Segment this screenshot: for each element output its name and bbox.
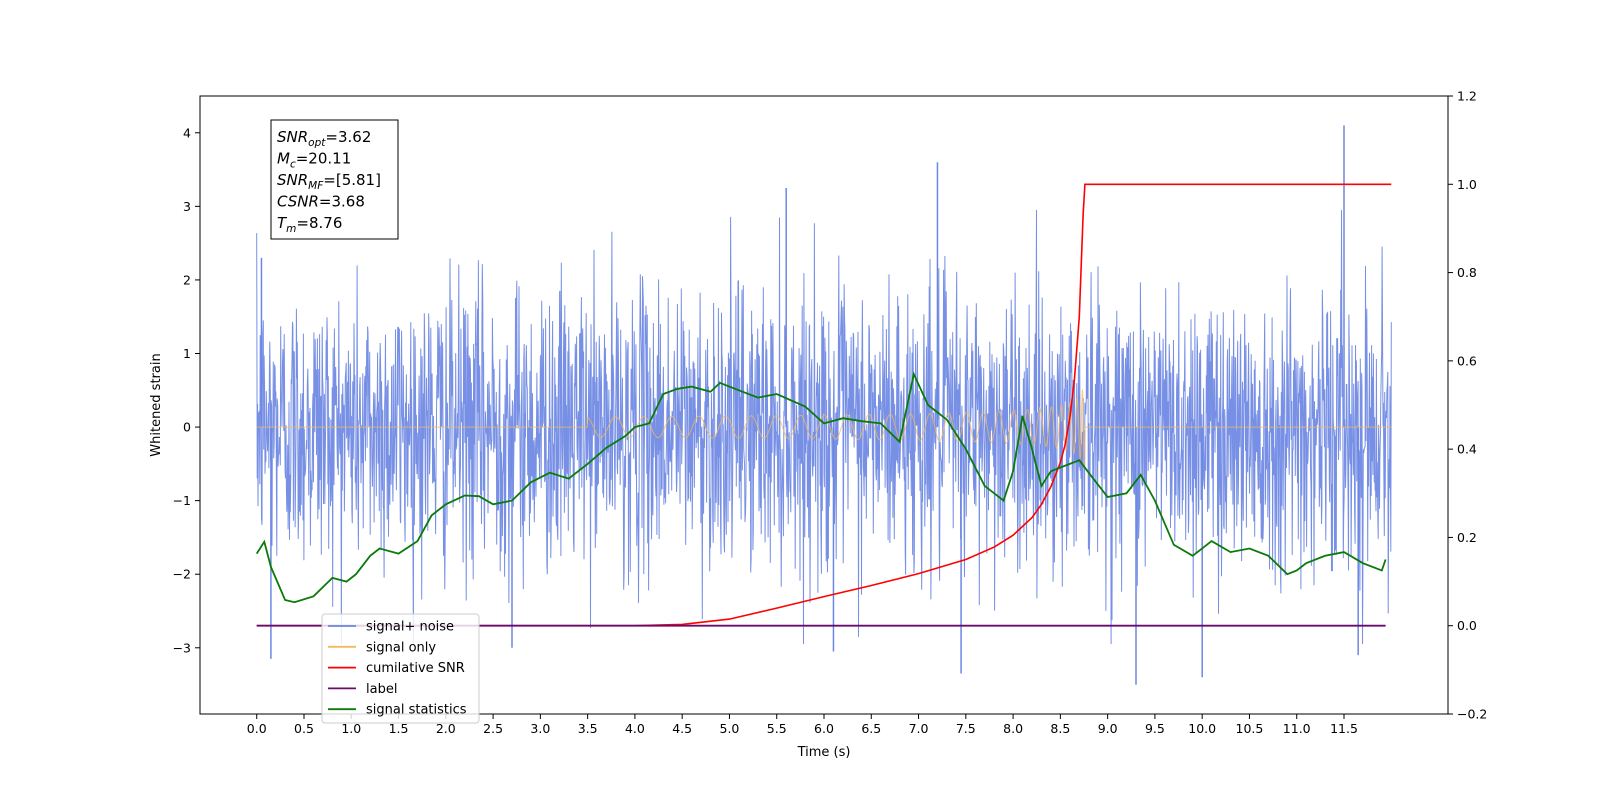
y2-tick-label: 0.8 [1457,265,1477,280]
plot-area [255,125,1392,685]
annotation-line: SNRopt=3.62 [277,128,371,149]
x-tick-label: 10.0 [1188,721,1216,736]
y2-tick-label: 1.0 [1457,177,1477,192]
x-tick-label: 6.0 [814,721,834,736]
y-tick-label: −2 [173,567,191,582]
legend-label: signal+ noise [366,620,454,635]
y2-tick-label: 0.4 [1457,442,1477,457]
x-tick-label: 10.5 [1236,721,1264,736]
x-tick-label: 6.5 [861,721,881,736]
legend-label: signal statistics [366,703,467,718]
x-tick-label: 0.0 [247,721,267,736]
x-tick-label: 2.0 [436,721,456,736]
annotation-line: SNRMF=[5.81] [277,171,381,192]
y2-tick-label: 0.2 [1457,530,1477,545]
x-tick-label: 1.0 [341,721,361,736]
x-tick-label: 0.5 [294,721,314,736]
y-tick-label: −1 [173,493,191,508]
legend: signal+ noise signal only cumilative SNR la… [321,613,480,724]
legend-label: signal only [366,640,436,655]
x-tick-label: 11.0 [1283,721,1311,736]
x-tick-label: 9.5 [1145,721,1165,736]
annotation-line: Mc=20.11 [277,150,351,171]
y-axis-right: −0.2 0.0 0.2 0.4 0.6 0.8 1.0 1.2 [1448,89,1487,722]
legend-label: label [366,682,397,697]
x-tick-label: 8.0 [1003,721,1023,736]
series-cumulative-snr-line [256,183,1392,627]
y-tick-label: 3 [183,199,191,214]
annotation-line: Tm=8.76 [277,214,342,235]
annotation-line: CSNR=3.68 [277,193,365,211]
y-tick-label: 1 [183,346,191,361]
x-tick-label: 3.5 [578,721,598,736]
y-axis-label: Whitened strain [149,353,164,456]
y-tick-label: −3 [173,640,191,655]
series-signal-statistics-line [255,371,1387,604]
x-tick-label: 2.5 [483,721,503,736]
annotation-box: SNRopt=3.62Mc=20.11SNRMF=[5.81]CSNR=3.68… [270,119,399,240]
x-tick-label: 9.0 [1098,721,1118,736]
legend-frame [321,613,480,724]
y-tick-label: 0 [183,420,191,435]
y2-tick-label: 0.0 [1457,618,1477,633]
x-tick-label: 11.5 [1330,721,1358,736]
y-tick-label: 2 [183,272,191,287]
series-signal-only-line [256,389,1392,468]
x-tick-label: 8.5 [1050,721,1070,736]
y-tick-label: 4 [183,125,191,140]
x-tick-label: 7.0 [909,721,929,736]
x-tick-label: 3.0 [530,721,550,736]
x-tick-label: 1.5 [389,721,409,736]
x-tick-label: 7.5 [956,721,976,736]
y2-tick-label: −0.2 [1457,707,1487,722]
x-tick-label: 4.0 [625,721,645,736]
y2-tick-label: 1.2 [1457,89,1477,104]
annotation-box-frame [270,119,399,240]
x-tick-label: 4.5 [672,721,692,736]
legend-label: cumilative SNR [366,661,465,676]
y2-tick-label: 0.6 [1457,353,1477,368]
x-tick-label: 5.5 [767,721,787,736]
x-axis-label: Time (s) [797,745,851,760]
y-axis-left: −3 −2 −1 0 1 2 3 4 [173,125,200,655]
x-tick-label: 5.0 [720,721,740,736]
